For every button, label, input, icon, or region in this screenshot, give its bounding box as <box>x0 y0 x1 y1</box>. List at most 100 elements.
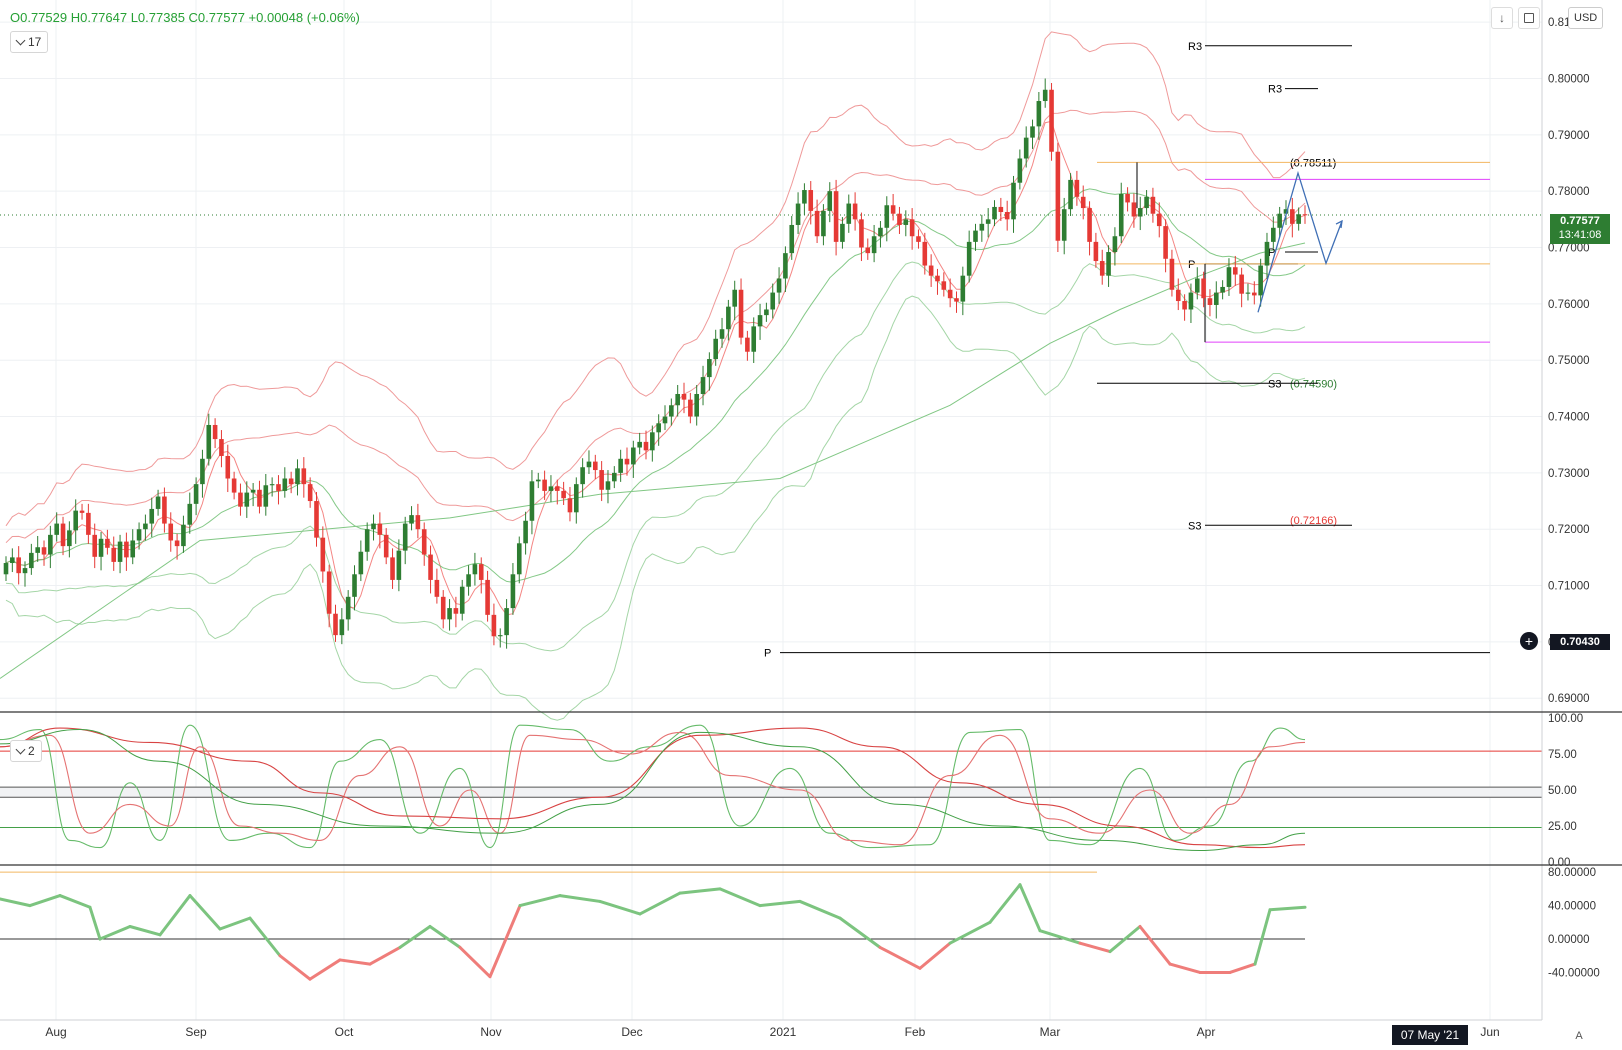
stochastic-slow-red <box>0 727 1306 849</box>
candle-body <box>770 292 776 310</box>
upper-band-outer <box>5 31 1306 527</box>
candle-body <box>1258 265 1263 296</box>
projection-arrowhead <box>1335 219 1343 229</box>
candle-body <box>510 574 516 609</box>
fullscreen-button[interactable] <box>1518 7 1540 29</box>
candle-body <box>16 557 21 574</box>
ohlc-readout: O0.77529 H0.77647 L0.77385 C0.77577 +0.0… <box>10 10 360 25</box>
candle-body <box>1232 267 1238 275</box>
oscillator-segment <box>98 925 132 941</box>
candle-body <box>662 416 668 424</box>
candle-body <box>593 461 598 471</box>
candle-body <box>1156 213 1162 227</box>
pivot-label: P <box>1268 247 1275 259</box>
candle-body <box>1118 193 1124 237</box>
price-tick-label: 0.71000 <box>1548 581 1590 593</box>
oscillator-segment <box>248 916 282 958</box>
candle-body <box>573 484 579 513</box>
candle-body <box>301 468 307 485</box>
candle-body <box>485 579 490 615</box>
interval-toggle[interactable]: 17 <box>10 31 49 53</box>
candle-body <box>852 203 858 220</box>
candle-body <box>669 405 674 417</box>
oscillator-segment <box>598 899 642 916</box>
time-axis: Aug Sep Oct Nov Dec 2021 Feb Mar Apr Jun <box>0 1019 1542 1039</box>
candle-body <box>808 190 814 211</box>
time-tick-label: Aug <box>45 1025 66 1039</box>
candle-body <box>295 468 300 485</box>
candle-body <box>1112 236 1118 253</box>
candle-body <box>1201 278 1206 299</box>
candle-body <box>48 534 53 555</box>
candle-body <box>124 541 129 558</box>
candle-body <box>935 275 940 282</box>
candle-body <box>307 484 313 502</box>
candle-body <box>751 326 757 352</box>
candle-body <box>802 190 807 204</box>
candle-body <box>10 557 15 564</box>
candle-body <box>732 289 738 307</box>
candle-body <box>916 236 921 242</box>
oscillator-segment <box>398 925 432 949</box>
auto-scale-button[interactable]: A <box>1575 1030 1583 1042</box>
candle-body <box>1175 289 1181 302</box>
oscillator-segment <box>1078 941 1112 954</box>
candle-body <box>200 458 205 485</box>
candle-body <box>561 490 566 499</box>
candle-body <box>1283 209 1289 214</box>
candle-body <box>320 537 326 572</box>
candle-body <box>903 219 909 225</box>
candle-body <box>440 596 446 620</box>
candle-body <box>719 329 725 339</box>
candle-body <box>979 223 985 231</box>
candle-body <box>947 289 953 299</box>
oscillator-tick-label: -40.00000 <box>1548 967 1600 979</box>
candle-body <box>1302 214 1308 216</box>
candle-body <box>688 399 693 417</box>
candle-body <box>922 241 928 266</box>
download-button[interactable]: ↓ <box>1491 7 1513 29</box>
candle-body <box>1042 89 1048 102</box>
price-tick-label: 0.75000 <box>1548 355 1590 367</box>
candle-body <box>1011 182 1016 220</box>
candle-body <box>1150 196 1156 214</box>
candle-body <box>1163 226 1168 259</box>
candle-body <box>1023 137 1029 159</box>
candle-body <box>675 393 680 406</box>
pivot-label: (0.74590) <box>1290 378 1337 390</box>
candle-body <box>1182 301 1187 310</box>
pivot-levels: R3 R3 (0.78511) P P (0.74590) S3 (0.72166) S3 P <box>0 41 1542 660</box>
candle-body <box>1099 261 1105 276</box>
candle-body <box>257 489 262 507</box>
oscillator-segment <box>988 883 1022 924</box>
candle-body <box>117 541 123 562</box>
candle-body <box>535 479 541 482</box>
oscillator-tick-label: 40.00000 <box>1548 901 1596 913</box>
candle-body <box>276 484 281 491</box>
oscillator-segment <box>1253 908 1272 966</box>
candle-body <box>364 529 370 552</box>
candle-body <box>726 306 731 330</box>
oscillator-segment <box>1168 962 1202 974</box>
candle-body <box>504 608 509 636</box>
candle-body <box>79 510 85 513</box>
candle-body <box>105 538 110 548</box>
candle-body <box>1087 208 1092 242</box>
candle-body <box>897 213 902 225</box>
currency-selector[interactable]: USD <box>1568 7 1604 29</box>
stochastic-tick-label: 0.00 <box>1548 857 1570 869</box>
candle-body <box>713 338 718 360</box>
add-alert-button[interactable]: + <box>1520 632 1538 650</box>
candle-body <box>1252 292 1257 296</box>
candle-body <box>618 458 623 473</box>
candle-body <box>1137 208 1143 217</box>
oscillator-interval-toggle[interactable]: 2 <box>10 740 42 762</box>
candle-body <box>1049 89 1054 152</box>
oscillator-segment <box>88 905 102 941</box>
candle-body <box>871 236 877 254</box>
pivot-label: R3 <box>1188 41 1202 53</box>
candle-body <box>548 486 554 491</box>
oscillator-segment <box>308 958 342 981</box>
candle-body <box>352 574 357 597</box>
